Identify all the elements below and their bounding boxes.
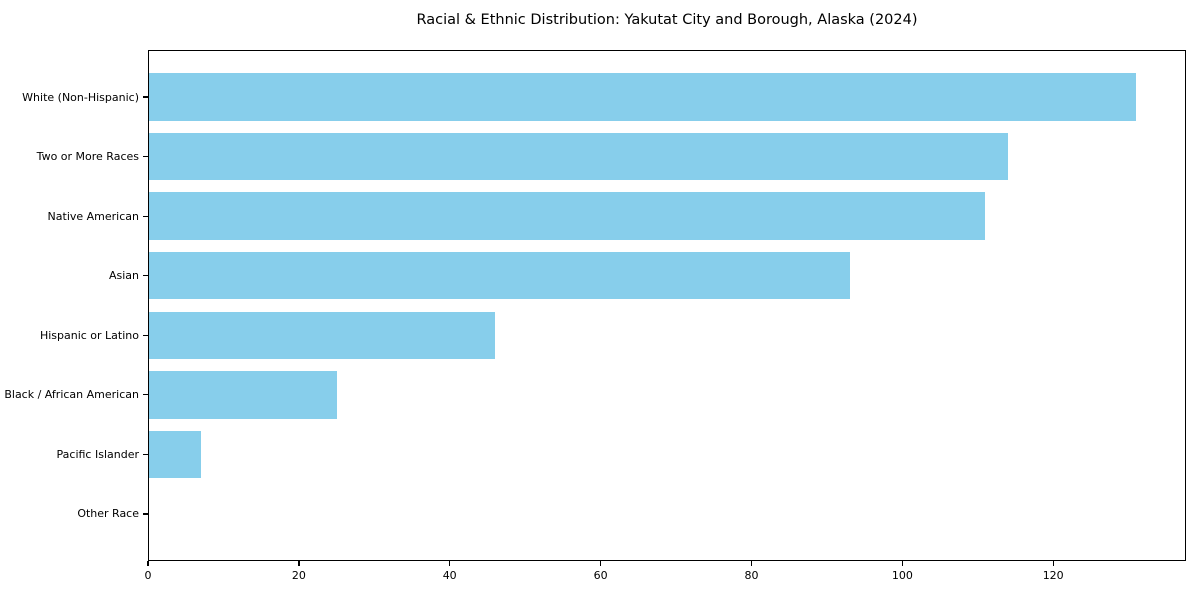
x-tick-label: 20 bbox=[291, 569, 306, 582]
y-tick-mark bbox=[143, 453, 148, 456]
x-tick-mark bbox=[449, 561, 451, 566]
y-tick-mark bbox=[143, 275, 148, 277]
y-tick-mark bbox=[143, 155, 148, 158]
bar-pacific-islander bbox=[148, 430, 201, 479]
y-tick-label: Pacific Islander bbox=[56, 447, 139, 461]
bar-black-african-american bbox=[148, 371, 337, 419]
y-tick-label: White (Non-Hispanic) bbox=[22, 90, 139, 104]
plot-area bbox=[148, 50, 1186, 561]
y-tick-label: Asian bbox=[108, 269, 139, 283]
x-tick-mark bbox=[1052, 561, 1054, 566]
x-tick-mark bbox=[147, 561, 149, 566]
x-tick-mark bbox=[901, 561, 904, 566]
x-tick-label: 80 bbox=[744, 569, 759, 582]
bar-two-or-more-races bbox=[148, 132, 1008, 181]
x-tick-label: 60 bbox=[593, 569, 608, 582]
x-tick-label: 40 bbox=[442, 569, 457, 582]
y-tick-label: Other Race bbox=[77, 507, 139, 521]
chart-title: Racial & Ethnic Distribution: Yakutat Ci… bbox=[416, 12, 918, 28]
bar-hispanic-or-latino bbox=[148, 311, 495, 360]
y-tick-label: Black / African American bbox=[4, 388, 139, 402]
y-tick-mark bbox=[143, 215, 148, 217]
y-tick-mark bbox=[143, 96, 148, 98]
y-tick-label: Native American bbox=[47, 209, 139, 223]
y-tick-label: Two or More Races bbox=[36, 150, 139, 164]
bar-asian bbox=[148, 251, 850, 300]
y-tick-label: Hispanic or Latino bbox=[39, 328, 139, 342]
bar-native-american bbox=[148, 192, 986, 240]
bar-white-non-hispanic bbox=[148, 73, 1137, 121]
y-tick-mark bbox=[143, 334, 148, 336]
x-tick-mark bbox=[750, 561, 753, 566]
y-tick-mark bbox=[143, 394, 148, 396]
x-tick-label: 100 bbox=[891, 569, 913, 582]
x-tick-label: 120 bbox=[1042, 569, 1064, 582]
x-tick-mark bbox=[298, 561, 300, 566]
x-tick-mark bbox=[599, 561, 602, 566]
y-tick-mark bbox=[143, 513, 148, 515]
x-tick-label: 0 bbox=[144, 569, 152, 582]
